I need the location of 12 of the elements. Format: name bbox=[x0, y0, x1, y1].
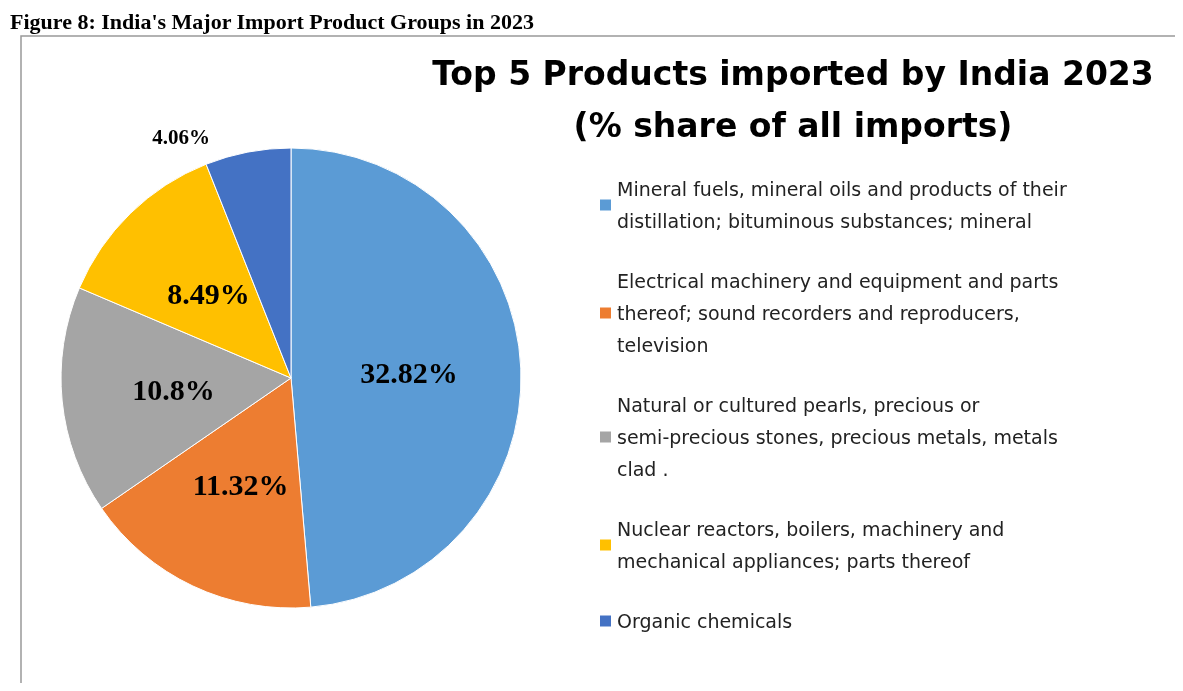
legend-label: Nuclear reactors, boilers, machinery and mechanical appliances; parts thereof bbox=[617, 518, 1011, 572]
data-label: 10.8% bbox=[132, 373, 215, 407]
legend-label: Natural or cultured pearls, precious or semi-precious stones, precious metals, metals clad . bbox=[617, 394, 1064, 480]
legend-label: Organic chemicals bbox=[617, 610, 793, 632]
legend-label: Electrical machinery and equipment and parts thereof; sound recorders and reproducers, television bbox=[617, 270, 1065, 356]
caption: Figure 8: India's Major Import Product Groups in 2023 bbox=[10, 8, 534, 34]
legend-label: Mineral fuels, mineral oils and products of their distillation; bituminous substances; mineral bbox=[617, 178, 1073, 232]
data-label: 8.49% bbox=[167, 277, 250, 311]
data-label: 11.32% bbox=[192, 468, 289, 502]
chart-title: Top 5 Products imported by India 2023 (% share of all imports) bbox=[432, 53, 1154, 145]
data-label: 32.82% bbox=[360, 356, 458, 390]
data-label: 4.06% bbox=[152, 125, 210, 150]
